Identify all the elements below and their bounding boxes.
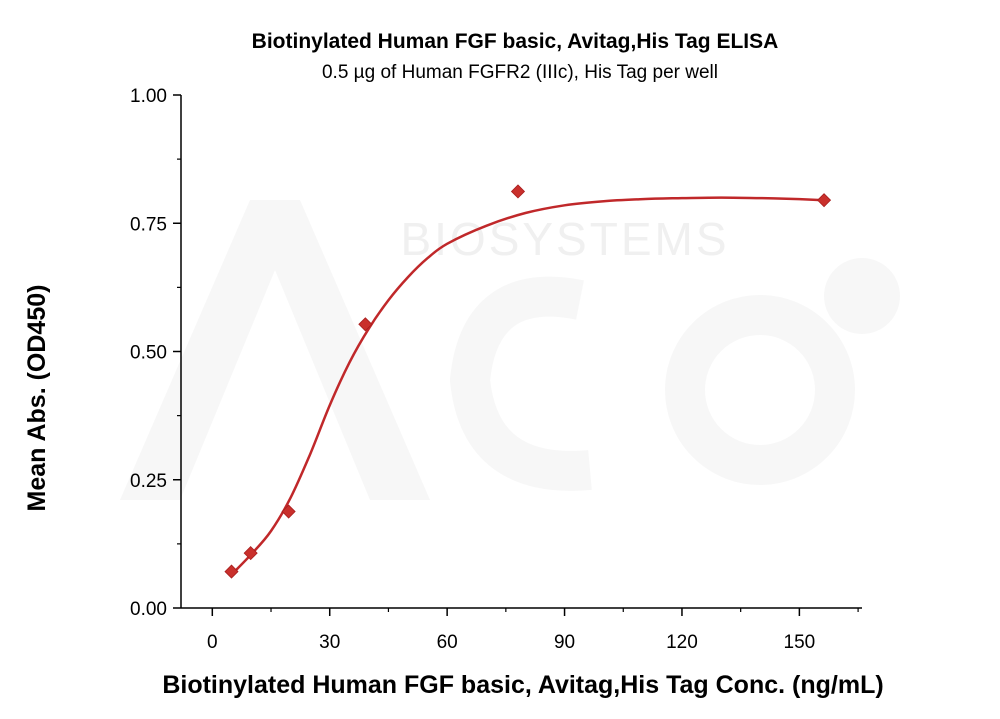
data-point: [816, 193, 832, 208]
chart-subtitle: 0.5 µg of Human FGFR2 (IIIc), His Tag pe…: [322, 62, 718, 83]
watermark-letter-c: [449, 276, 592, 491]
data-point: [281, 504, 296, 519]
y-tick-label: 0.00: [130, 599, 167, 620]
data-point: [224, 564, 239, 579]
y-tick-label: 0.75: [130, 214, 167, 235]
axes: [180, 95, 862, 609]
data-point-layer: [224, 184, 832, 579]
data-point: [243, 546, 258, 561]
x-tick-label: 30: [319, 632, 340, 653]
fit-curve-layer: [230, 196, 825, 576]
chart-title: Biotinylated Human FGF basic, Avitag,His…: [252, 30, 779, 53]
y-tick-label: 1.00: [130, 86, 167, 107]
fit-curve: [230, 196, 825, 576]
watermark-letter-o: [665, 295, 855, 485]
watermark-logo: BIOSYSTEMS: [120, 200, 900, 500]
watermark-text: BIOSYSTEMS: [400, 213, 729, 265]
data-point: [510, 184, 526, 199]
x-tick-label: 150: [784, 632, 816, 653]
data-point: [358, 317, 373, 332]
watermark-letter-a: [120, 200, 430, 500]
x-tick-label: 120: [666, 632, 698, 653]
x-axis-label: Biotinylated Human FGF basic, Avitag,His…: [162, 671, 883, 699]
x-tick-label: 90: [554, 632, 575, 653]
y-axis-label: Mean Abs. (OD450): [23, 285, 51, 512]
y-tick-label: 0.50: [130, 343, 167, 364]
x-tick-label: 0: [207, 632, 218, 653]
watermark-dot: [824, 258, 900, 334]
tick-group: 0.00 0.25 0.50 0.75 1.00 0 30 60 90 120 150: [130, 86, 859, 653]
x-tick-label: 60: [437, 632, 458, 653]
y-tick-label: 0.25: [130, 471, 167, 492]
